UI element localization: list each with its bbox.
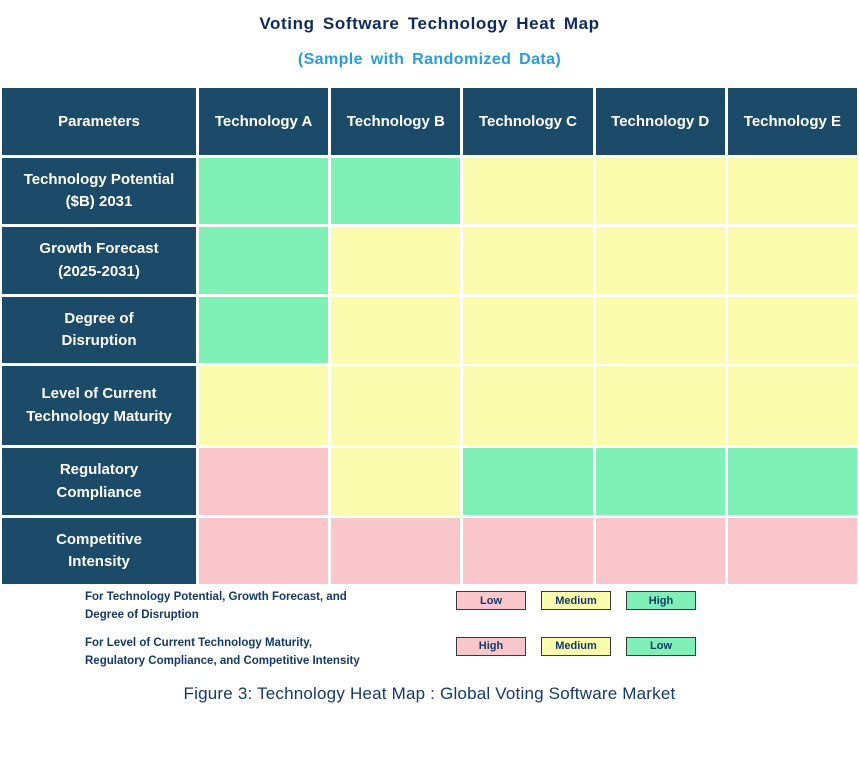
legend-swatch-medium: Medium bbox=[541, 591, 611, 610]
legend: For Technology Potential, Growth Forecas… bbox=[0, 588, 859, 680]
row-label: Level of Current Technology Maturity bbox=[2, 366, 196, 445]
heatmap-cell-green bbox=[595, 448, 725, 515]
heatmap-cell-yellow bbox=[463, 227, 593, 294]
figure-caption: Figure 3: Technology Heat Map : Global V… bbox=[183, 684, 676, 703]
heatmap-cell-green bbox=[463, 448, 593, 515]
legend-swatch-high: High bbox=[626, 591, 696, 610]
legend-swatches: Low Medium High bbox=[456, 591, 696, 610]
legend-row-maturity-compliance-intensity: For Level of Current Technology Maturity… bbox=[0, 634, 859, 671]
heatmap-cell-green bbox=[199, 227, 329, 294]
legend-text: For Technology Potential, Growth Forecas… bbox=[85, 591, 347, 622]
parameters-column-header: Parameters bbox=[2, 88, 196, 155]
heatmap-cell-yellow bbox=[595, 297, 725, 363]
page-title: Voting Software Technology Heat Map bbox=[259, 14, 600, 33]
legend-row-potential-growth-disruption: For Technology Potential, Growth Forecas… bbox=[0, 588, 859, 625]
technology-column-header: Technology A bbox=[199, 88, 329, 155]
heatmap-cell-yellow bbox=[463, 366, 593, 445]
legend-swatch-low: Low bbox=[626, 636, 696, 656]
row-label: Regulatory Compliance bbox=[2, 448, 196, 515]
heatmap-cell-yellow bbox=[331, 297, 461, 363]
heatmap-cell-yellow bbox=[463, 297, 593, 363]
heatmap-cell-pink bbox=[199, 518, 329, 584]
heatmap-cell-yellow bbox=[463, 158, 593, 224]
heatmap-cell-yellow bbox=[727, 297, 857, 363]
heatmap-cell-green bbox=[199, 297, 329, 363]
heatmap-cell-yellow bbox=[727, 227, 857, 294]
heatmap-cell-pink bbox=[595, 518, 725, 584]
heatmap-cell-pink bbox=[463, 518, 593, 584]
legend-swatches: High Medium Low bbox=[456, 636, 696, 656]
heatmap-cell-pink bbox=[331, 518, 461, 584]
row-label: Competitive Intensity bbox=[2, 518, 196, 584]
legend-text: For Level of Current Technology Maturity… bbox=[85, 636, 360, 668]
row-label: Growth Forecast (2025-2031) bbox=[2, 227, 196, 294]
row-label: Degree of Disruption bbox=[2, 297, 196, 363]
heatmap-cell-pink bbox=[199, 448, 329, 515]
heatmap-cell-yellow bbox=[199, 366, 329, 445]
heatmap-cell-yellow bbox=[331, 366, 461, 445]
page-subtitle: (Sample with Randomized Data) bbox=[297, 51, 562, 68]
technology-column-header: Technology B bbox=[331, 88, 461, 155]
heatmap-cell-yellow bbox=[595, 158, 725, 224]
heatmap-cell-yellow bbox=[595, 227, 725, 294]
heatmap-cell-yellow bbox=[727, 366, 857, 445]
heatmap-table: Parameters Technology A Technology B Techno… bbox=[2, 88, 857, 584]
heatmap-cell-green bbox=[199, 158, 329, 224]
heatmap-cell-green bbox=[331, 158, 461, 224]
legend-swatch-high: High bbox=[456, 636, 526, 656]
heatmap-cell-green bbox=[727, 448, 857, 515]
heatmap-cell-yellow bbox=[331, 227, 461, 294]
technology-column-header: Technology C bbox=[463, 88, 593, 155]
row-label: Technology Potential ($B) 2031 bbox=[2, 158, 196, 224]
technology-column-header: Technology D bbox=[595, 88, 725, 155]
legend-swatch-medium: Medium bbox=[541, 636, 611, 656]
heatmap-cell-yellow bbox=[331, 448, 461, 515]
technology-column-header: Technology E bbox=[727, 88, 857, 155]
heatmap-cell-pink bbox=[727, 518, 857, 584]
heatmap-cell-yellow bbox=[727, 158, 857, 224]
heatmap-cell-yellow bbox=[595, 366, 725, 445]
legend-swatch-low: Low bbox=[456, 591, 526, 610]
